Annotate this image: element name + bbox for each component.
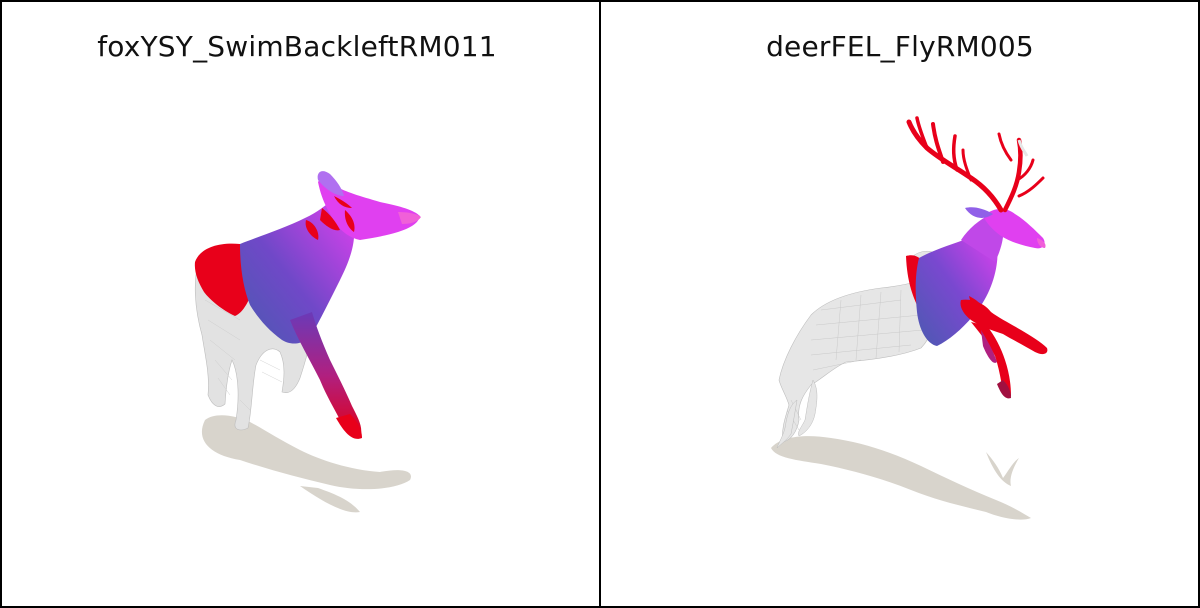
panel-deer: deerFEL_FlyRM005 bbox=[601, 0, 1199, 608]
deer-ear bbox=[965, 207, 993, 218]
panel-title-fox: foxYSY_SwimBackleftRM011 bbox=[97, 30, 497, 63]
deer-render bbox=[771, 116, 1048, 520]
deer-torso bbox=[915, 232, 998, 346]
deer-shadow bbox=[771, 436, 1031, 520]
fox-shadow bbox=[201, 415, 411, 490]
fox-render bbox=[194, 171, 421, 513]
deer-front-leg-lower bbox=[971, 322, 1011, 399]
fox-torso bbox=[240, 200, 355, 344]
panel-title-deer: deerFEL_FlyRM005 bbox=[766, 30, 1034, 63]
deer-front-leg-upper bbox=[960, 299, 1048, 355]
fox-head bbox=[318, 178, 420, 240]
panel-divider bbox=[599, 0, 601, 608]
deer-antlers bbox=[906, 116, 1045, 213]
deer-mesh-body bbox=[778, 279, 940, 443]
panel-fox: foxYSY_SwimBackleftRM011 bbox=[0, 0, 598, 608]
deer-head bbox=[983, 208, 1045, 249]
fox-front-leg bbox=[290, 312, 362, 439]
fox-ear bbox=[317, 171, 344, 196]
